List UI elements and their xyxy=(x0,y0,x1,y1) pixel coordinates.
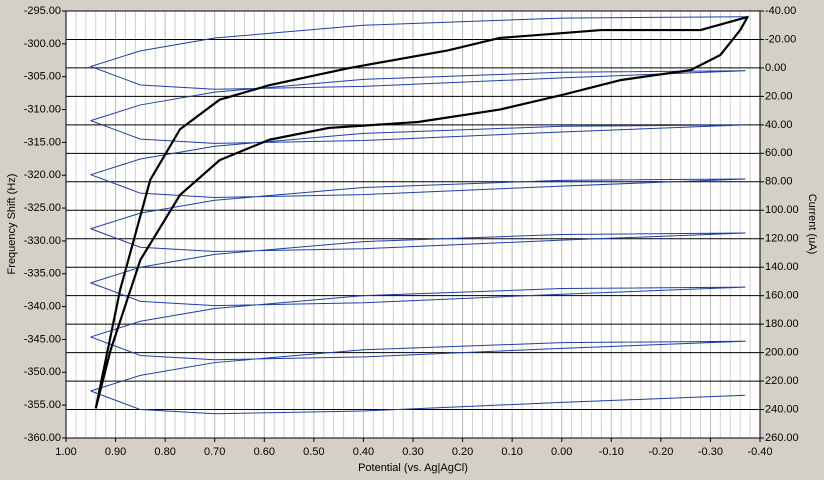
y2-tick-label: 240.00 xyxy=(765,403,799,415)
y-tick-label: -345.00 xyxy=(24,333,61,345)
y2-tick-label: 40.00 xyxy=(765,119,793,131)
y-tick-label: -320.00 xyxy=(24,169,61,181)
y2-tick-label: 220.00 xyxy=(765,375,799,387)
x-tick-label: -0.40 xyxy=(747,446,772,458)
y2-tick-label: 180.00 xyxy=(765,318,799,330)
y2-tick-label: 20.00 xyxy=(765,90,793,102)
x-tick-label: -0.10 xyxy=(599,446,624,458)
y2-tick-label: 120.00 xyxy=(765,233,799,245)
y2-axis-label: Current (uA) xyxy=(806,194,818,255)
y2-tick-label: 260.00 xyxy=(765,432,799,444)
y-tick-label: -330.00 xyxy=(24,235,61,247)
x-tick-label: 0.80 xyxy=(154,446,175,458)
x-tick-label: 0.30 xyxy=(402,446,423,458)
x-tick-label: 0.40 xyxy=(353,446,374,458)
y2-tick-label: 200.00 xyxy=(765,347,799,359)
y2-tick-label: 60.00 xyxy=(765,147,793,159)
y2-tick-label: 100.00 xyxy=(765,204,799,216)
y-tick-label: -355.00 xyxy=(24,399,61,411)
x-tick-label: 0.90 xyxy=(105,446,126,458)
y-tick-label: -335.00 xyxy=(24,268,61,280)
y-tick-label: -340.00 xyxy=(24,301,61,313)
y-tick-label: -305.00 xyxy=(24,71,61,83)
x-tick-label: 0.10 xyxy=(501,446,522,458)
x-tick-label: -0.20 xyxy=(648,446,673,458)
x-axis-label: Potential (vs. Ag|AgCl) xyxy=(358,462,468,474)
y-axis-label: Frequency Shift (Hz) xyxy=(6,174,18,275)
y2-tick-label: 140.00 xyxy=(765,261,799,273)
plot-frame xyxy=(65,10,761,439)
x-tick-label: 0.20 xyxy=(452,446,473,458)
data-line xyxy=(90,16,746,415)
y2-tick-label: -20.00 xyxy=(765,33,796,45)
y2-tick-label: -40.00 xyxy=(765,5,796,17)
y-tick-label: -325.00 xyxy=(24,202,61,214)
x-tick-label: 0.50 xyxy=(303,446,324,458)
y2-tick-label: 0.00 xyxy=(765,62,786,74)
x-tick-label: -0.30 xyxy=(698,446,723,458)
y2-tick-label: 80.00 xyxy=(765,176,793,188)
y-tick-label: -300.00 xyxy=(24,38,61,50)
x-tick-label: 1.00 xyxy=(55,446,76,458)
y-tick-label: -315.00 xyxy=(24,136,61,148)
y-tick-label: -295.00 xyxy=(24,5,61,17)
x-tick-label: 0.60 xyxy=(254,446,275,458)
y-tick-label: -360.00 xyxy=(24,432,61,444)
x-tick-label: 0.70 xyxy=(204,446,225,458)
y2-tick-label: 160.00 xyxy=(765,290,799,302)
x-tick-label: 0.00 xyxy=(551,446,572,458)
data-line xyxy=(94,15,749,409)
y-tick-label: -350.00 xyxy=(24,366,61,378)
y-tick-label: -310.00 xyxy=(24,103,61,115)
